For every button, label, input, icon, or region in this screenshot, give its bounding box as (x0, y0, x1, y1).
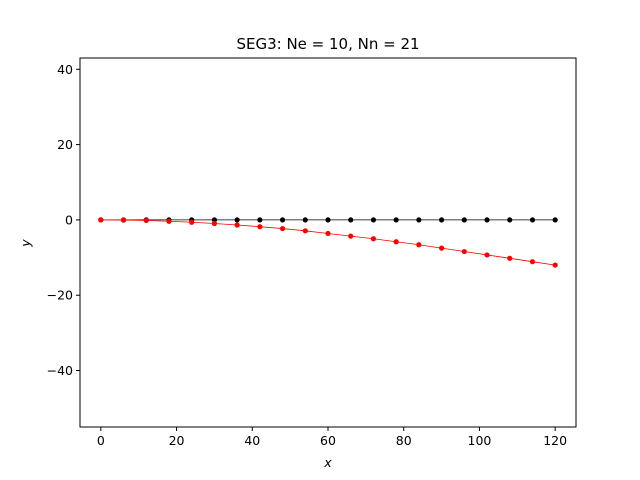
series-1-point (529, 259, 536, 265)
series-1-point (234, 222, 240, 228)
series-1-point (98, 217, 104, 223)
y-tick-label: 40 (57, 62, 73, 77)
series-1-point (416, 242, 422, 248)
y-axis-label: y (18, 239, 33, 248)
series-1-point (189, 219, 195, 225)
x-axis: 0 20 40 60 80 100 120 (97, 427, 567, 448)
series-1-point (211, 220, 218, 227)
series-1-point (507, 255, 513, 261)
series-0-point (211, 217, 218, 223)
series-1-point (370, 236, 377, 242)
x-tick-label: 80 (396, 433, 412, 448)
y-tick-label: −40 (47, 363, 73, 378)
series-1-point (438, 245, 445, 251)
x-tick-label: 40 (244, 433, 260, 448)
chart-title: SEG3: Ne = 10, Nn = 21 (236, 35, 419, 53)
x-tick-label: 0 (97, 433, 105, 448)
axes-frame (79, 57, 577, 428)
x-tick-label: 20 (169, 433, 185, 448)
y-tick-label: −20 (47, 288, 73, 303)
series-0-point (529, 217, 536, 223)
series-1-point (325, 230, 331, 237)
series-0-point (393, 217, 399, 223)
series-0-point (279, 217, 286, 223)
series-1-point (143, 217, 149, 224)
series-0-point (552, 217, 558, 223)
series-0-point (484, 217, 490, 223)
x-tick-label: 100 (468, 433, 492, 448)
series-0-point (438, 217, 445, 223)
series-1-point (348, 233, 354, 239)
series-1-point (461, 248, 467, 255)
series-0-point (302, 217, 308, 223)
x-axis-label: x (323, 455, 332, 470)
x-tick-label: 120 (543, 433, 567, 448)
series-0-point (257, 217, 263, 223)
series-0-point (461, 217, 467, 223)
series-1-point (393, 239, 399, 245)
series-line-1 (100, 219, 556, 266)
series-1-point (166, 218, 172, 224)
series-0-point (416, 217, 422, 223)
series-1-point (484, 252, 490, 258)
series-1-point (120, 217, 127, 223)
series-0-point (325, 217, 331, 223)
series-1-point (302, 228, 308, 234)
y-axis: −40 −20 0 20 40 (47, 62, 80, 378)
series-1-point (257, 224, 263, 230)
y-tick-label: 0 (65, 212, 73, 227)
plot-area (98, 217, 558, 268)
series-1-point (279, 225, 286, 232)
x-tick-label: 60 (320, 433, 336, 448)
y-tick-label: 20 (57, 137, 73, 152)
series-0-point (370, 217, 377, 223)
series-0-point (234, 217, 240, 223)
series-0-point (348, 217, 354, 223)
series-1-point (552, 262, 558, 268)
series-0-point (507, 217, 513, 223)
